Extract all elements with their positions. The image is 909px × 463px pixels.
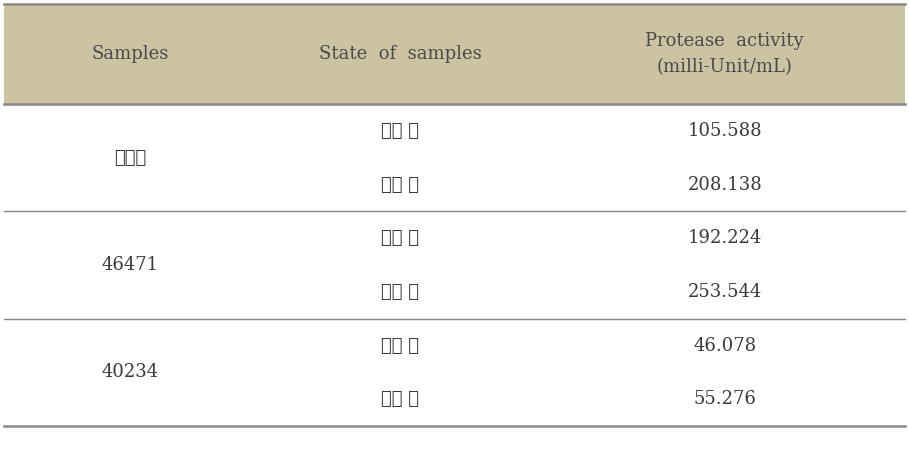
Bar xyxy=(5,4,904,104)
Text: 건조 전: 건조 전 xyxy=(382,337,419,355)
Text: 208.138: 208.138 xyxy=(687,175,762,194)
Text: State  of  samples: State of samples xyxy=(319,45,482,63)
Text: 건조 후: 건조 후 xyxy=(382,390,419,408)
Text: 253.544: 253.544 xyxy=(687,283,762,301)
Text: 55.276: 55.276 xyxy=(694,390,756,408)
Text: 건조 전: 건조 전 xyxy=(382,229,419,247)
Text: Samples: Samples xyxy=(92,45,169,63)
Text: 46471: 46471 xyxy=(102,256,159,274)
Text: 충무균: 충무균 xyxy=(115,149,146,167)
Text: 건조 후: 건조 후 xyxy=(382,283,419,301)
Text: 105.588: 105.588 xyxy=(687,122,762,140)
Text: 192.224: 192.224 xyxy=(687,229,762,247)
Text: Protease  activity
(milli-Unit/mL): Protease activity (milli-Unit/mL) xyxy=(645,32,804,76)
Text: 건조 후: 건조 후 xyxy=(382,175,419,194)
Text: 40234: 40234 xyxy=(102,363,159,382)
Text: 건조 전: 건조 전 xyxy=(382,122,419,140)
Text: 46.078: 46.078 xyxy=(694,337,756,355)
